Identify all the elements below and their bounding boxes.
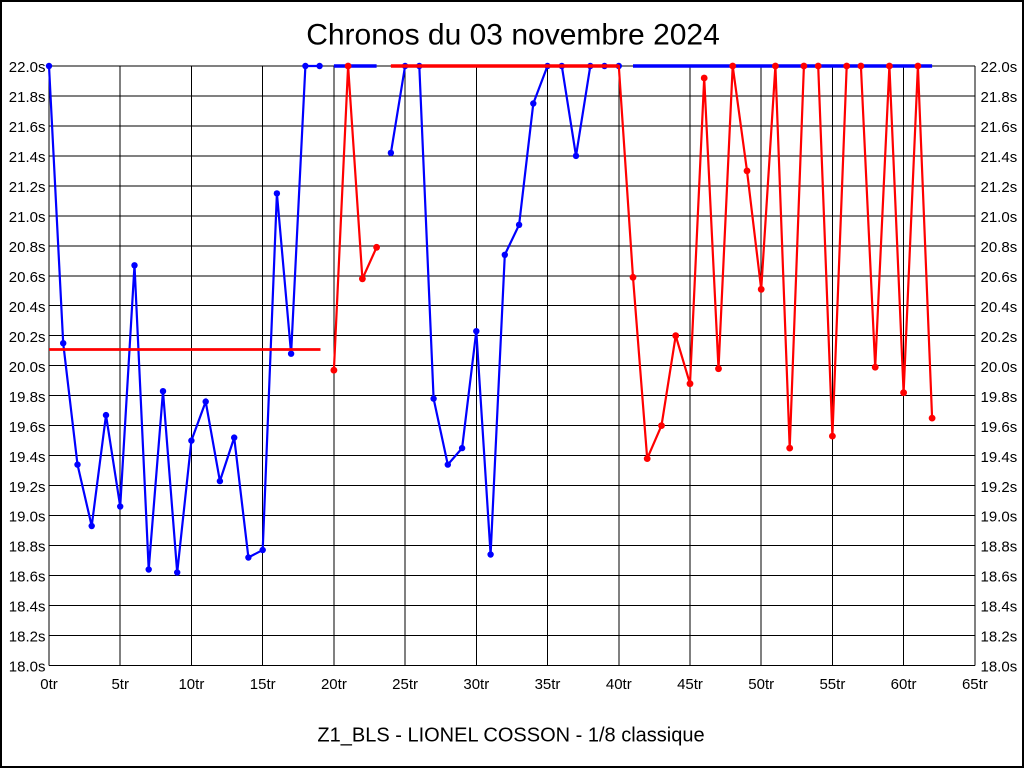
svg-text:18.0s: 18.0s: [9, 659, 46, 676]
svg-text:20.2s: 20.2s: [981, 329, 1018, 346]
svg-text:21.6s: 21.6s: [9, 119, 46, 136]
svg-text:25tr: 25tr: [392, 676, 418, 693]
svg-text:19.4s: 19.4s: [981, 449, 1018, 466]
svg-text:20tr: 20tr: [321, 676, 347, 693]
svg-text:21.2s: 21.2s: [981, 179, 1018, 196]
svg-text:20.8s: 20.8s: [981, 239, 1018, 256]
svg-text:21.6s: 21.6s: [981, 119, 1018, 136]
svg-text:21.0s: 21.0s: [981, 209, 1018, 226]
svg-text:5tr: 5tr: [111, 676, 129, 693]
svg-text:20.2s: 20.2s: [9, 329, 46, 346]
svg-text:21.8s: 21.8s: [981, 89, 1018, 106]
svg-text:21.2s: 21.2s: [9, 179, 46, 196]
svg-text:Z1_BLS - LIONEL COSSON - 1/8 c: Z1_BLS - LIONEL COSSON - 1/8 classique: [317, 724, 704, 746]
svg-text:19.8s: 19.8s: [981, 389, 1018, 406]
svg-text:19.0s: 19.0s: [981, 509, 1018, 526]
svg-text:21.4s: 21.4s: [981, 149, 1018, 166]
svg-text:45tr: 45tr: [677, 676, 703, 693]
svg-text:50tr: 50tr: [748, 676, 774, 693]
svg-text:20.0s: 20.0s: [981, 359, 1018, 376]
svg-text:20.4s: 20.4s: [9, 299, 46, 316]
svg-text:22.0s: 22.0s: [981, 59, 1018, 76]
svg-text:20.0s: 20.0s: [9, 359, 46, 376]
svg-text:30tr: 30tr: [463, 676, 489, 693]
svg-text:55tr: 55tr: [819, 676, 845, 693]
svg-text:18.2s: 18.2s: [9, 629, 46, 646]
svg-text:19.2s: 19.2s: [9, 479, 46, 496]
svg-text:20.4s: 20.4s: [981, 299, 1018, 316]
svg-text:19.4s: 19.4s: [9, 449, 46, 466]
svg-text:10tr: 10tr: [178, 676, 204, 693]
svg-text:40tr: 40tr: [606, 676, 632, 693]
svg-text:65tr: 65tr: [962, 676, 988, 693]
svg-text:20.8s: 20.8s: [9, 239, 46, 256]
svg-text:0tr: 0tr: [40, 676, 58, 693]
svg-text:19.2s: 19.2s: [981, 479, 1018, 496]
svg-text:19.0s: 19.0s: [9, 509, 46, 526]
svg-text:21.4s: 21.4s: [9, 149, 46, 166]
svg-text:18.8s: 18.8s: [9, 539, 46, 556]
svg-text:20.6s: 20.6s: [9, 269, 46, 286]
svg-text:18.8s: 18.8s: [981, 539, 1018, 556]
svg-text:19.8s: 19.8s: [9, 389, 46, 406]
svg-text:60tr: 60tr: [891, 676, 917, 693]
svg-text:21.0s: 21.0s: [9, 209, 46, 226]
svg-text:21.8s: 21.8s: [9, 89, 46, 106]
svg-text:18.2s: 18.2s: [981, 629, 1018, 646]
svg-text:Chronos du 03 novembre 2024: Chronos du 03 novembre 2024: [306, 19, 720, 52]
svg-text:18.6s: 18.6s: [9, 569, 46, 586]
svg-text:20.6s: 20.6s: [981, 269, 1018, 286]
svg-text:22.0s: 22.0s: [9, 59, 46, 76]
svg-text:15tr: 15tr: [250, 676, 276, 693]
svg-text:19.6s: 19.6s: [981, 419, 1018, 436]
svg-text:18.4s: 18.4s: [9, 599, 46, 616]
svg-text:19.6s: 19.6s: [9, 419, 46, 436]
svg-text:18.4s: 18.4s: [981, 599, 1018, 616]
svg-text:18.6s: 18.6s: [981, 569, 1018, 586]
svg-text:18.0s: 18.0s: [981, 659, 1018, 676]
svg-text:35tr: 35tr: [535, 676, 561, 693]
